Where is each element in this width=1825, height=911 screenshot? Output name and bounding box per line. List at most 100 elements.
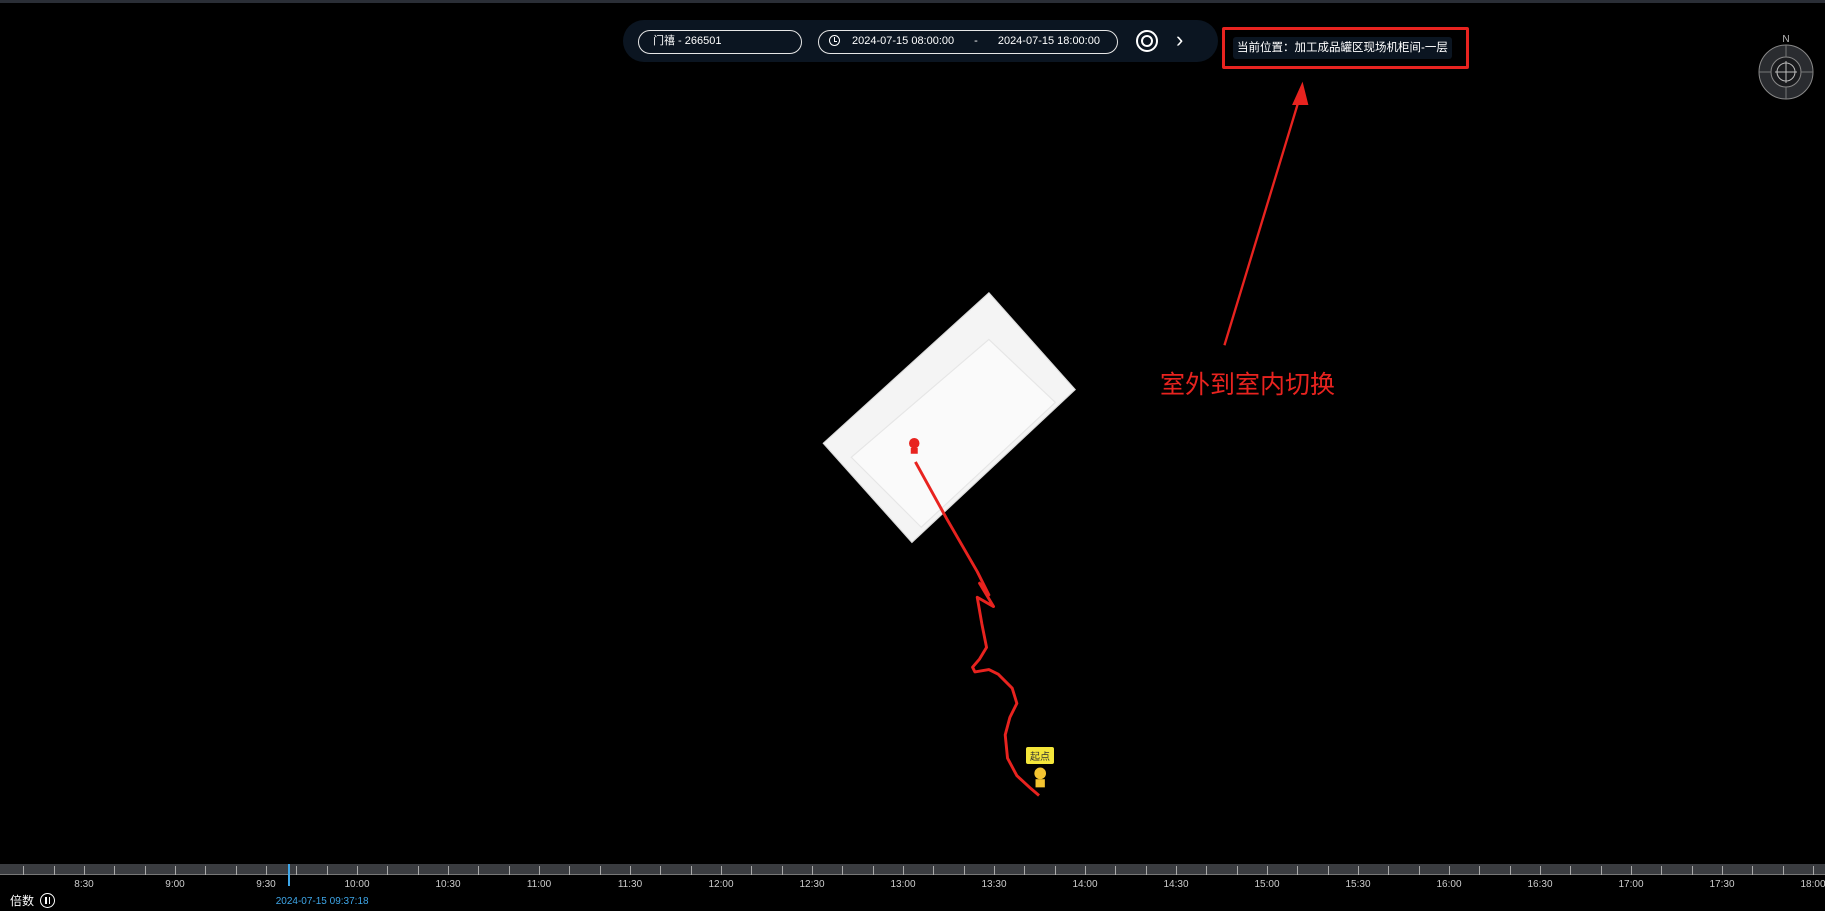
timeline-label: 9:00 (165, 879, 185, 890)
timeline-label: 12:00 (708, 879, 734, 890)
timeline-label: 14:30 (1163, 879, 1189, 890)
timeline-tick (266, 866, 267, 875)
search-toolbar: 门禧 - 266501 2024-07-15 08:00:00-2024-07-… (623, 20, 1218, 62)
compass-north-label: N (1782, 34, 1789, 45)
timeline-tick (903, 866, 904, 875)
timeline-tick (751, 866, 753, 875)
timeline-tick (1570, 866, 1572, 875)
timeline-tick (1358, 866, 1359, 875)
timeline-tick (23, 866, 25, 875)
timeline-tick (569, 866, 571, 875)
timeline-label: 8:30 (74, 879, 94, 890)
timeline-tick (1661, 866, 1663, 875)
timeline-tick (144, 866, 146, 875)
timeline-tick (1600, 866, 1602, 875)
timeline-label: 13:30 (981, 879, 1007, 890)
timeline-tick (1418, 866, 1420, 875)
timeline-label: 11:00 (526, 879, 552, 890)
timeline-tick (1024, 866, 1026, 875)
timeline-tick (357, 866, 358, 875)
timeline-tick (326, 866, 328, 875)
timeline-tick (781, 866, 783, 875)
compass-icon[interactable]: N (1758, 30, 1814, 106)
timeline-label: 17:30 (1709, 879, 1735, 890)
timeline-tick (660, 866, 662, 875)
timeline-label: 13:00 (890, 879, 916, 890)
clock-icon (829, 35, 840, 46)
timeline-tick (1145, 866, 1147, 875)
timeline-label: 11:30 (617, 879, 643, 890)
timeline-tick (963, 866, 965, 875)
timeline-label: 14:00 (1072, 879, 1098, 890)
timeline-tick (1206, 866, 1208, 875)
timeline-tick (721, 866, 722, 875)
timeline-tick (1176, 866, 1177, 875)
timeline-tick (448, 866, 449, 875)
current-location: 当前位置：加工成品罐区现场机柜间-一层 (1233, 37, 1452, 59)
timeline-tick (478, 866, 480, 875)
timeline-tick (1691, 866, 1693, 875)
timeline-tick (1509, 866, 1511, 875)
timeline-tick (1297, 866, 1299, 875)
timeline-label: 10:30 (435, 879, 461, 890)
search-icon[interactable] (1136, 30, 1158, 52)
timeline-tick (872, 866, 874, 875)
timeline-rail[interactable] (0, 864, 1825, 875)
current-position-marker[interactable] (909, 438, 920, 454)
timeline-tick (1813, 866, 1814, 875)
timeline-tick (1115, 866, 1117, 875)
timeline-tick (933, 866, 935, 875)
timeline-tick (1267, 866, 1268, 875)
timeline-label: 16:30 (1527, 879, 1553, 890)
timeline-tick (1388, 866, 1390, 875)
timeline-tick (1722, 866, 1723, 875)
timeline-tick (387, 866, 389, 875)
timeline-tick (1054, 866, 1056, 875)
end-time: 2024-07-15 18:00:00 (997, 35, 1100, 47)
annotation-arrow-head (1292, 81, 1309, 105)
timeline-tick (417, 866, 419, 875)
annotation-arrow (1223, 95, 1302, 346)
timeline-label: 12:30 (799, 879, 825, 890)
building-floor (850, 338, 1057, 529)
timeline-label: 17:00 (1618, 879, 1644, 890)
timeline-label: 16:00 (1436, 879, 1462, 890)
timeline-tick (1236, 866, 1238, 875)
timeline-label: 9:30 (256, 879, 276, 890)
start-person-icon[interactable] (1034, 767, 1047, 788)
timeline-tick (994, 866, 995, 875)
start-label: 起点 (1026, 747, 1054, 764)
timeline-tick (1085, 866, 1086, 875)
timeline-tick (842, 866, 844, 875)
track-path (914, 461, 1040, 797)
timeline-tick (296, 866, 298, 875)
pause-icon[interactable] (40, 893, 56, 908)
timeline-label: 15:30 (1345, 879, 1371, 890)
timeline-tick (539, 866, 540, 875)
timeline-tick (1479, 866, 1481, 875)
time-range-picker[interactable]: 2024-07-15 08:00:00 - 2024-07-15 18:00:00 (818, 30, 1118, 54)
timeline-tick (812, 866, 813, 875)
device-select[interactable]: 门禧 - 266501 (638, 30, 802, 54)
timeline-tick (508, 866, 510, 875)
time-separator: - (974, 35, 978, 47)
speed-label: 倍数 (10, 894, 35, 908)
timeline-tick (1540, 866, 1541, 875)
timeline-tick (1449, 866, 1450, 875)
timeline-tick (599, 866, 601, 875)
timeline-tick (690, 866, 692, 875)
window-top-border (0, 0, 1825, 3)
timeline-tick (235, 866, 237, 875)
timeline-tick (175, 866, 176, 875)
current-time-label: 2024-07-15 09:37:18 (275, 896, 369, 907)
timeline-label: 15:00 (1254, 879, 1280, 890)
annotation-text: 室外到室内切换 (1160, 371, 1336, 399)
timeline-tick (205, 866, 207, 875)
timeline-tick (114, 866, 116, 875)
timeline-cursor[interactable] (288, 864, 291, 886)
start-time: 2024-07-15 08:00:00 (852, 35, 955, 47)
timeline-label: 18:00 (1800, 879, 1825, 890)
chevron-right-icon[interactable]: › (1176, 27, 1184, 52)
timeline-tick (1752, 866, 1754, 875)
